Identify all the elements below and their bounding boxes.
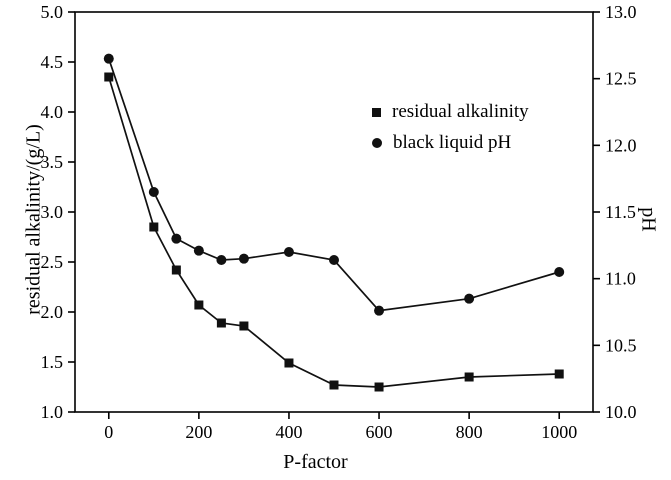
data-point-circle [238,253,249,264]
data-point-square [239,321,249,331]
right-y-tick-label: 11.0 [605,269,636,289]
right-y-axis-title: pH [637,207,660,232]
left-y-tick-label: 1.0 [41,402,64,422]
data-point-circle [193,245,204,256]
x-tick-label: 600 [366,422,393,442]
data-point-square [284,358,294,368]
right-y-tick-label: 12.0 [605,135,637,155]
data-point-square [216,318,226,328]
left-y-tick-label: 5.0 [41,2,64,22]
data-point-square [171,265,181,275]
left-y-tick-label: 2.5 [41,252,64,272]
legend-label-black-liquid-ph: black liquid pH [393,132,512,153]
left-y-tick-label: 4.5 [41,52,64,72]
data-point-circle [283,247,294,257]
left-y-axis-title: residual alkalinity/(g/L) [22,124,45,315]
data-point-square [104,72,114,82]
left-y-tick-label: 3.5 [41,152,64,172]
data-point-square [374,382,384,392]
data-point-square [194,300,204,310]
data-point-square [554,369,564,379]
data-point-circle [554,267,565,277]
data-point-circle [464,293,475,304]
plot-frame [74,11,594,413]
right-y-tick-label: 11.5 [605,202,636,222]
x-tick-label: 1000 [541,422,577,442]
left-y-tick-label: 1.5 [41,352,64,372]
x-tick-label: 400 [275,422,302,442]
right-y-tick-label: 13.0 [605,2,637,22]
data-point-circle [216,255,227,265]
data-point-circle [171,233,182,244]
square-marker-icon [372,107,381,117]
legend-item-residual-alkalinity: residual alkalinity [372,101,529,123]
data-point-square [329,380,339,390]
x-tick-label: 800 [456,422,483,442]
data-point-square [464,372,474,382]
circle-marker-icon [372,138,382,148]
data-point-circle [329,255,339,265]
data-point-circle [103,53,114,64]
x-tick-label: 200 [185,422,212,442]
chart-legend: residual alkalinity black liquid pH [372,101,529,154]
x-tick-label: 0 [104,422,113,442]
legend-item-black-liquid-ph: black liquid pH [372,132,529,154]
left-y-tick-label: 2.0 [41,302,64,322]
data-point-circle [374,305,385,316]
right-y-tick-label: 10.5 [605,335,637,355]
right-y-tick-label: 12.5 [605,69,637,89]
right-y-tick-label: 10.0 [605,402,637,422]
legend-label-residual-alkalinity: residual alkalinity [392,101,529,122]
x-axis-title: P-factor [283,451,348,473]
left-y-tick-label: 3.0 [41,202,64,222]
data-point-square [149,222,159,232]
data-point-circle [148,187,159,197]
left-y-tick-label: 4.0 [41,102,64,122]
